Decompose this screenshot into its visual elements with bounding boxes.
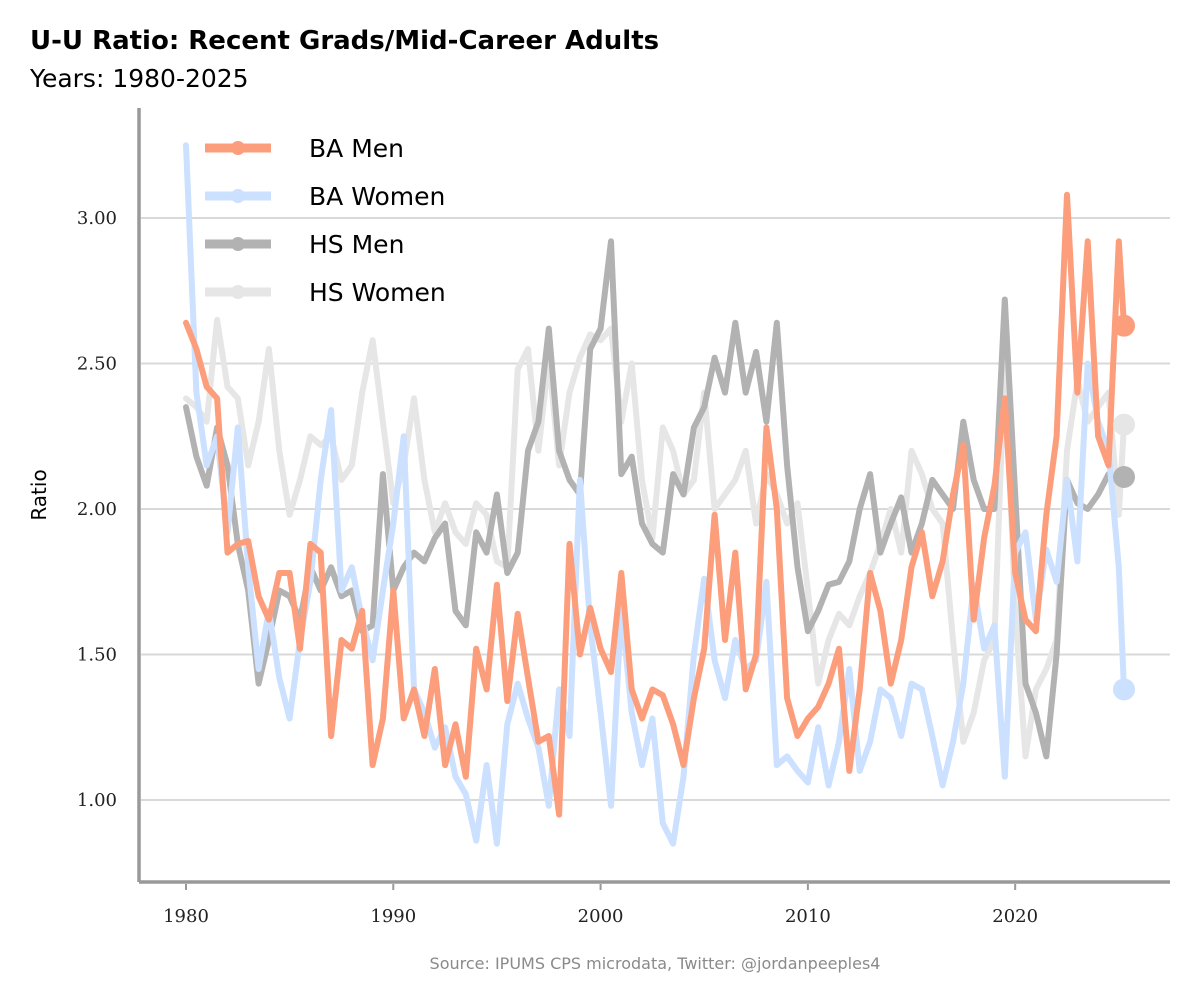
legend-label: HS Men	[309, 230, 404, 259]
legend-item-hs-men: HS Men	[205, 230, 404, 259]
endpoint-hs-women	[1113, 413, 1135, 436]
chart-subtitle: Years: 1980-2025	[30, 64, 249, 93]
legend-label: HS Women	[309, 278, 446, 307]
y-tick-label: 2.50	[77, 354, 117, 375]
y-tick-label: 3.00	[77, 208, 117, 229]
series-line-hs-men	[183, 238, 1127, 760]
series-line-hs-women	[183, 316, 1127, 760]
endpoint-ba-men	[1113, 314, 1135, 337]
legend-swatch-dot	[231, 141, 245, 155]
series-line-ba-men	[183, 191, 1127, 818]
y-tick-labels: 1.00 1.50 2.00 2.50 3.00	[77, 208, 117, 811]
x-tick-label: 2000	[578, 906, 624, 927]
series-lines	[183, 142, 1127, 847]
legend-item-ba-women: BA Women	[205, 182, 445, 211]
y-tick-label: 1.00	[77, 790, 117, 811]
y-tick-label: 2.00	[77, 499, 117, 520]
series-endpoints	[1113, 314, 1135, 701]
legend-item-ba-men: BA Men	[205, 134, 404, 163]
legend-label: BA Women	[309, 182, 445, 211]
x-tick-label: 1980	[163, 906, 209, 927]
x-tick-label: 2020	[992, 906, 1038, 927]
legend-swatch-dot	[231, 237, 245, 251]
x-tick-labels: 1980 1990 2000 2010 2020	[163, 884, 1038, 927]
legend-swatch-dot	[231, 189, 245, 203]
endpoint-ba-women	[1113, 678, 1135, 701]
legend-item-hs-women: HS Women	[205, 278, 446, 307]
legend-label: BA Men	[309, 134, 404, 163]
source-note: Source: IPUMS CPS microdata, Twitter: @j…	[430, 954, 881, 973]
x-tick-label: 2010	[785, 906, 831, 927]
endpoint-hs-men	[1113, 465, 1135, 488]
legend-swatch-dot	[231, 285, 245, 299]
y-axis-title: Ratio	[27, 469, 51, 520]
y-tick-label: 1.50	[77, 645, 117, 666]
axes	[137, 108, 1170, 884]
legend: BA Men BA Women HS Men HS Women	[205, 134, 446, 307]
chart-title: U-U Ratio: Recent Grads/Mid-Career Adult…	[30, 26, 660, 56]
x-tick-label: 1990	[370, 906, 416, 927]
